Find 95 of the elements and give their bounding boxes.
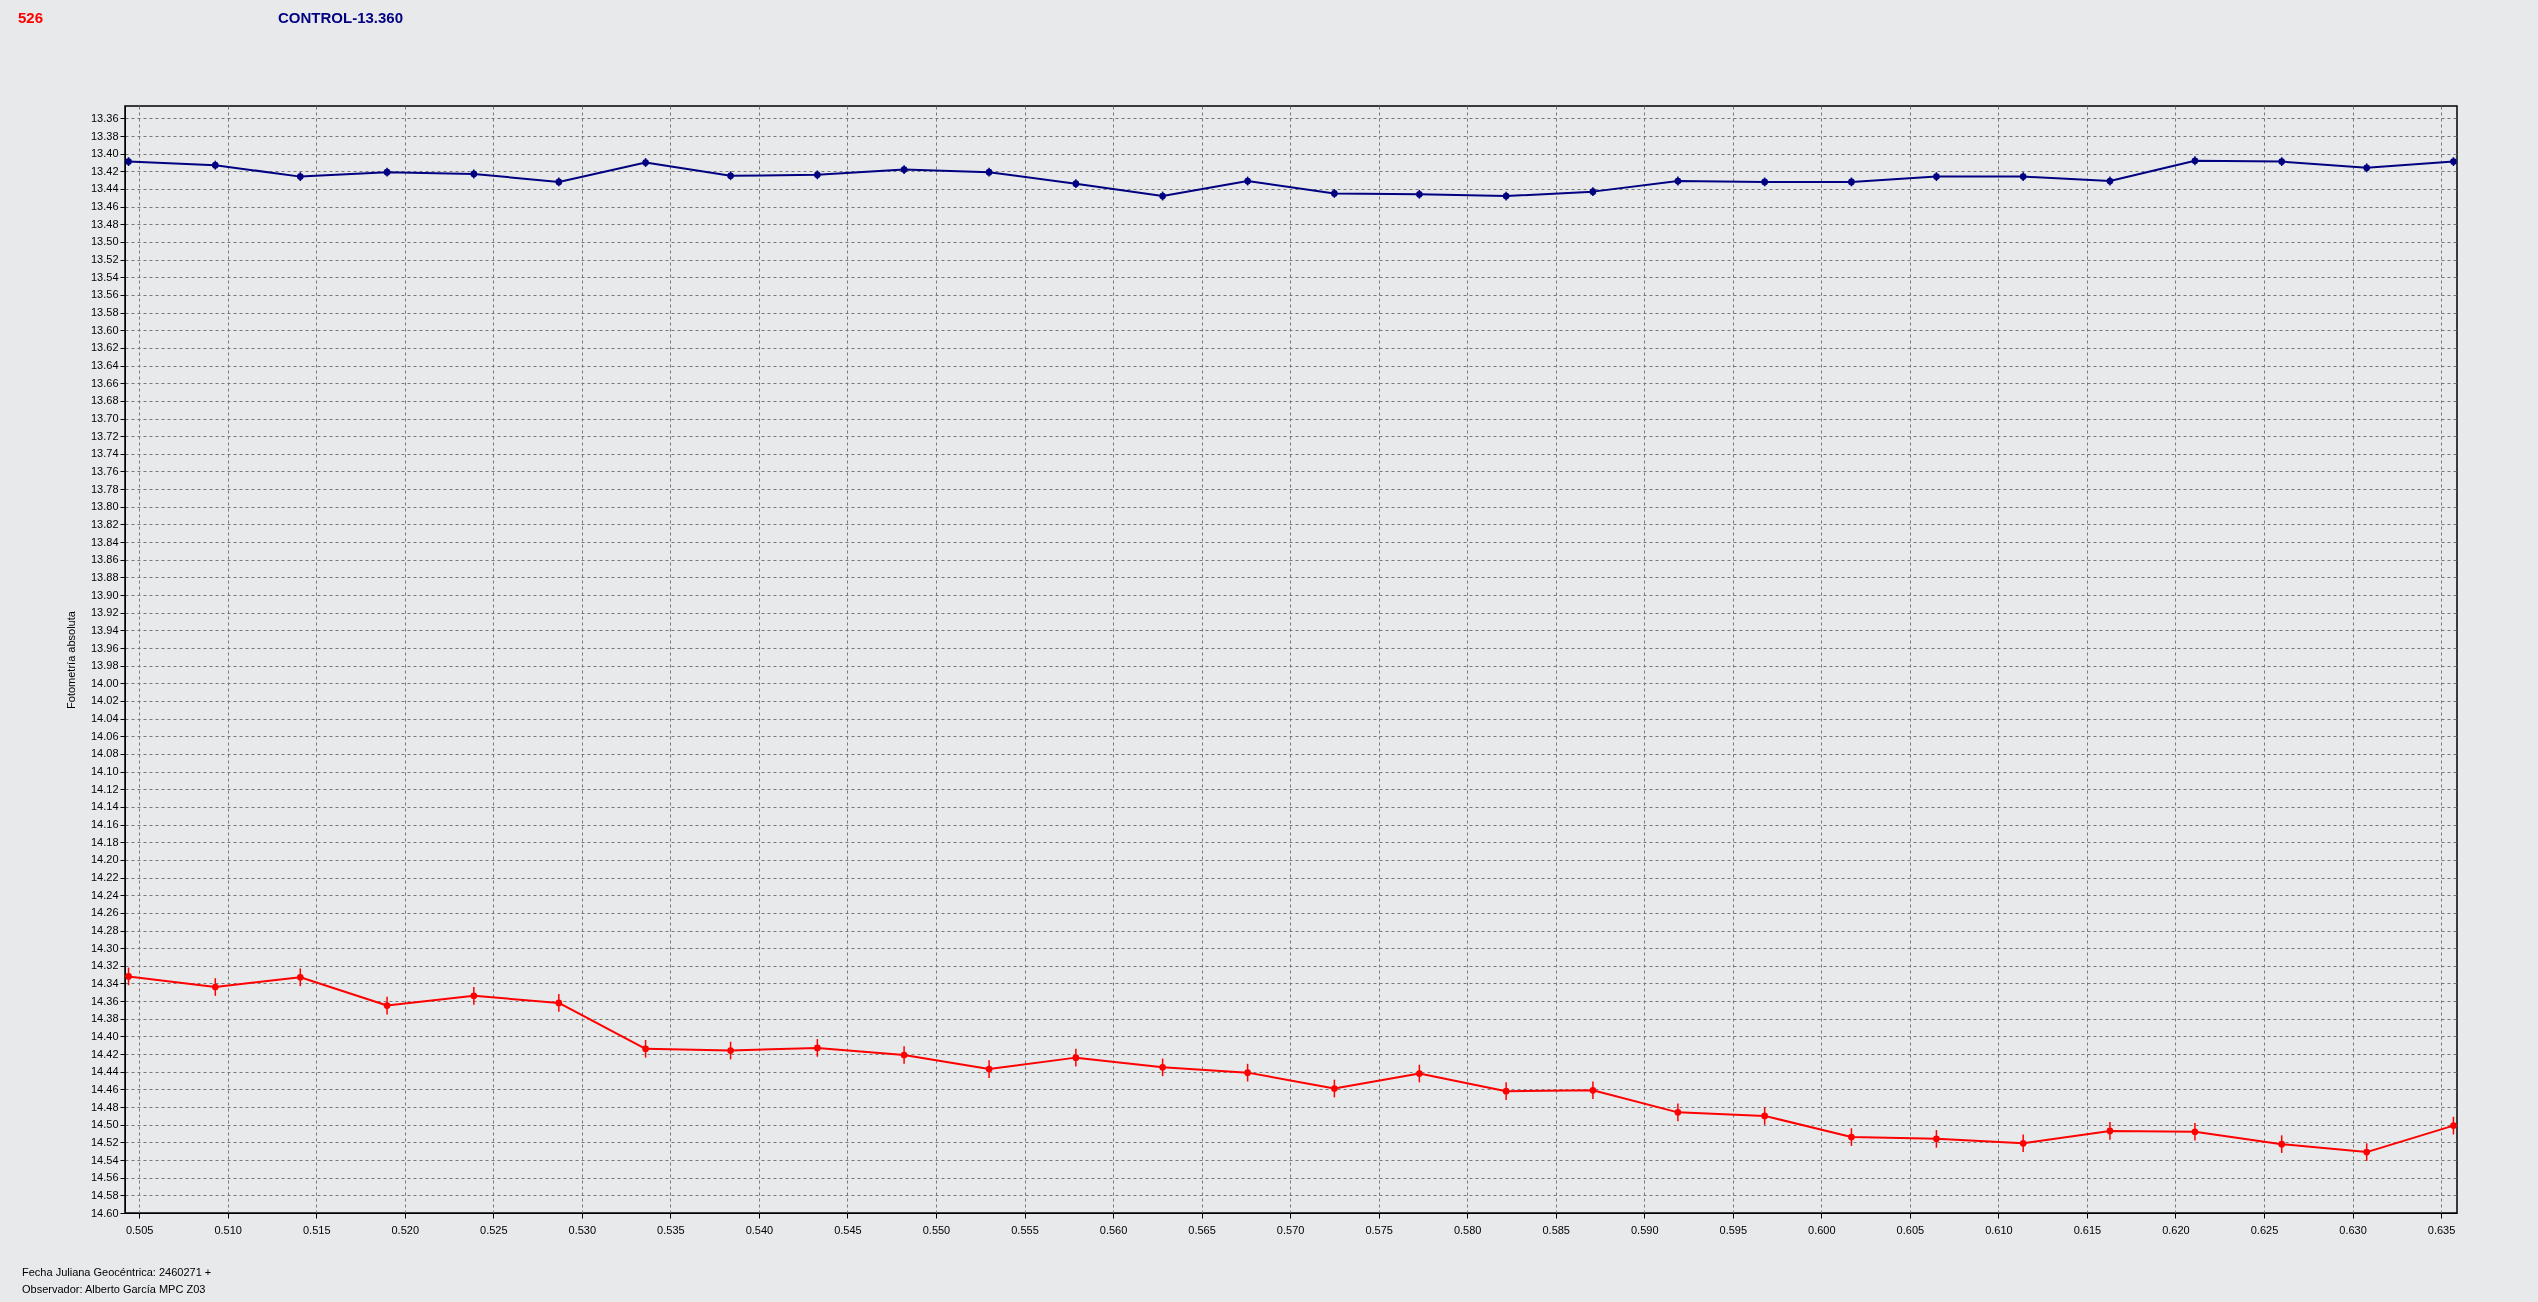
y-tick-label: 14.02 bbox=[90, 694, 119, 707]
y-tick-label: 14.06 bbox=[90, 729, 119, 742]
y-tick-label: 14.52 bbox=[90, 1135, 119, 1148]
y-tick-label: 14.48 bbox=[90, 1100, 119, 1113]
y-tick-label: 14.08 bbox=[90, 747, 119, 760]
y-tick-label: 13.76 bbox=[90, 464, 119, 477]
x-tick-label: 0.540 bbox=[745, 1223, 774, 1236]
y-tick-label: 13.56 bbox=[90, 288, 119, 301]
x-tick-label: 0.590 bbox=[1630, 1223, 1659, 1236]
y-tick-label: 13.84 bbox=[90, 535, 119, 548]
x-tick-label: 0.550 bbox=[922, 1223, 951, 1236]
y-tick-label: 14.54 bbox=[90, 1153, 119, 1166]
y-tick-label: 13.96 bbox=[90, 641, 119, 654]
x-tick-label: 0.610 bbox=[1985, 1223, 2013, 1236]
y-tick-label: 14.14 bbox=[90, 800, 119, 813]
y-tick-label: 14.12 bbox=[90, 782, 119, 795]
y-tick-label: 13.50 bbox=[90, 235, 119, 248]
x-tick-label: 0.585 bbox=[1542, 1223, 1570, 1236]
y-tick-label: 14.56 bbox=[90, 1171, 119, 1184]
y-tick-label: 14.28 bbox=[90, 924, 119, 937]
y-tick-label: 13.64 bbox=[90, 359, 119, 372]
y-tick-label: 13.46 bbox=[90, 200, 119, 213]
y-tick-label: 14.60 bbox=[90, 1206, 119, 1219]
x-tick-label: 0.600 bbox=[1808, 1223, 1836, 1236]
y-tick-label: 14.42 bbox=[90, 1047, 119, 1060]
y-tick-label: 13.82 bbox=[90, 517, 119, 530]
y-tick-label: 13.60 bbox=[90, 323, 119, 336]
x-tick-label: 0.580 bbox=[1453, 1223, 1482, 1236]
y-tick-label: 13.78 bbox=[90, 482, 119, 495]
y-tick-label: 14.10 bbox=[90, 765, 119, 778]
y-tick-label: 14.36 bbox=[90, 994, 119, 1007]
x-tick-label: 0.620 bbox=[2162, 1223, 2190, 1236]
x-tick-label: 0.510 bbox=[214, 1223, 242, 1236]
y-tick-label: 13.42 bbox=[90, 164, 119, 177]
y-tick-label: 13.58 bbox=[90, 306, 119, 319]
y-tick-label: 13.40 bbox=[90, 147, 119, 160]
y-tick-label: 13.36 bbox=[90, 111, 119, 124]
x-tick-label: 0.525 bbox=[480, 1223, 508, 1236]
text: CONTROL-13.360 bbox=[278, 9, 404, 26]
x-tick-label: 0.635 bbox=[2427, 1223, 2456, 1236]
x-tick-label: 0.560 bbox=[1099, 1223, 1128, 1236]
y-tick-label: 13.80 bbox=[90, 500, 119, 513]
x-tick-label: 0.520 bbox=[391, 1223, 420, 1236]
y-tick-label: 13.92 bbox=[90, 606, 119, 619]
x-tick-label: 0.595 bbox=[1719, 1223, 1748, 1236]
y-tick-label: 14.18 bbox=[90, 835, 119, 848]
y-tick-label: 13.48 bbox=[90, 217, 119, 230]
y-tick-label: 14.26 bbox=[90, 906, 119, 919]
y-tick-label: 13.68 bbox=[90, 394, 119, 407]
y-tick-label: 14.20 bbox=[90, 853, 119, 866]
y-tick-label: 14.16 bbox=[90, 818, 119, 831]
x-tick-label: 0.625 bbox=[2250, 1223, 2279, 1236]
y-tick-label: 14.58 bbox=[90, 1188, 119, 1201]
text: Observador: Alberto García MPC Z03 bbox=[22, 1283, 206, 1295]
y-tick-label: 14.46 bbox=[90, 1082, 119, 1095]
y-tick-label: 13.44 bbox=[90, 182, 119, 195]
y-tick-label: 14.38 bbox=[90, 1012, 119, 1025]
x-tick-label: 0.530 bbox=[568, 1223, 597, 1236]
y-tick-label: 13.70 bbox=[90, 412, 119, 424]
x-tick-label: 0.515 bbox=[302, 1223, 331, 1236]
y-tick-label: 14.50 bbox=[90, 1118, 119, 1131]
y-tick-label: 14.30 bbox=[90, 941, 119, 954]
x-tick-label: 0.505 bbox=[125, 1223, 154, 1236]
y-tick-label: 13.74 bbox=[90, 447, 119, 460]
x-tick-label: 0.555 bbox=[1011, 1223, 1039, 1236]
y-tick-label: 13.38 bbox=[90, 129, 119, 142]
y-tick-label: 14.40 bbox=[90, 1029, 119, 1042]
y-tick-label: 13.72 bbox=[90, 429, 119, 442]
y-tick-label: 14.00 bbox=[90, 676, 119, 689]
x-tick-label: 0.565 bbox=[1188, 1223, 1216, 1236]
y-tick-label: 13.66 bbox=[90, 376, 119, 389]
y-tick-label: 14.34 bbox=[90, 976, 119, 989]
y-tick-label: 13.86 bbox=[90, 553, 119, 566]
x-tick-label: 0.570 bbox=[1276, 1223, 1305, 1236]
y-tick-label: 13.54 bbox=[90, 270, 119, 283]
y-tick-label: 14.04 bbox=[90, 712, 119, 725]
y-tick-label: 13.98 bbox=[90, 659, 119, 672]
y-axis-title: Fotometría absoluta bbox=[64, 610, 77, 709]
y-tick-label: 13.52 bbox=[90, 253, 119, 266]
y-tick-label: 13.90 bbox=[90, 588, 119, 601]
y-tick-label: 14.22 bbox=[90, 871, 119, 884]
x-tick-label: 0.545 bbox=[834, 1223, 862, 1236]
x-axis-title: Fecha Juliana Geocéntrica: 2460271 + bbox=[22, 1266, 212, 1278]
x-tick-label: 0.630 bbox=[2339, 1223, 2367, 1236]
y-tick-label: 14.32 bbox=[90, 959, 119, 972]
y-tick-label: 13.88 bbox=[90, 570, 119, 583]
x-tick-label: 0.615 bbox=[2073, 1223, 2102, 1236]
x-tick-label: 0.605 bbox=[1896, 1223, 1925, 1236]
text: 526 bbox=[18, 9, 44, 26]
x-tick-label: 0.575 bbox=[1365, 1223, 1393, 1236]
x-tick-label: 0.535 bbox=[657, 1223, 685, 1236]
y-tick-label: 13.62 bbox=[90, 341, 119, 354]
y-tick-label: 13.94 bbox=[90, 623, 119, 636]
y-tick-label: 14.24 bbox=[90, 888, 119, 901]
y-tick-label: 14.44 bbox=[90, 1065, 119, 1078]
